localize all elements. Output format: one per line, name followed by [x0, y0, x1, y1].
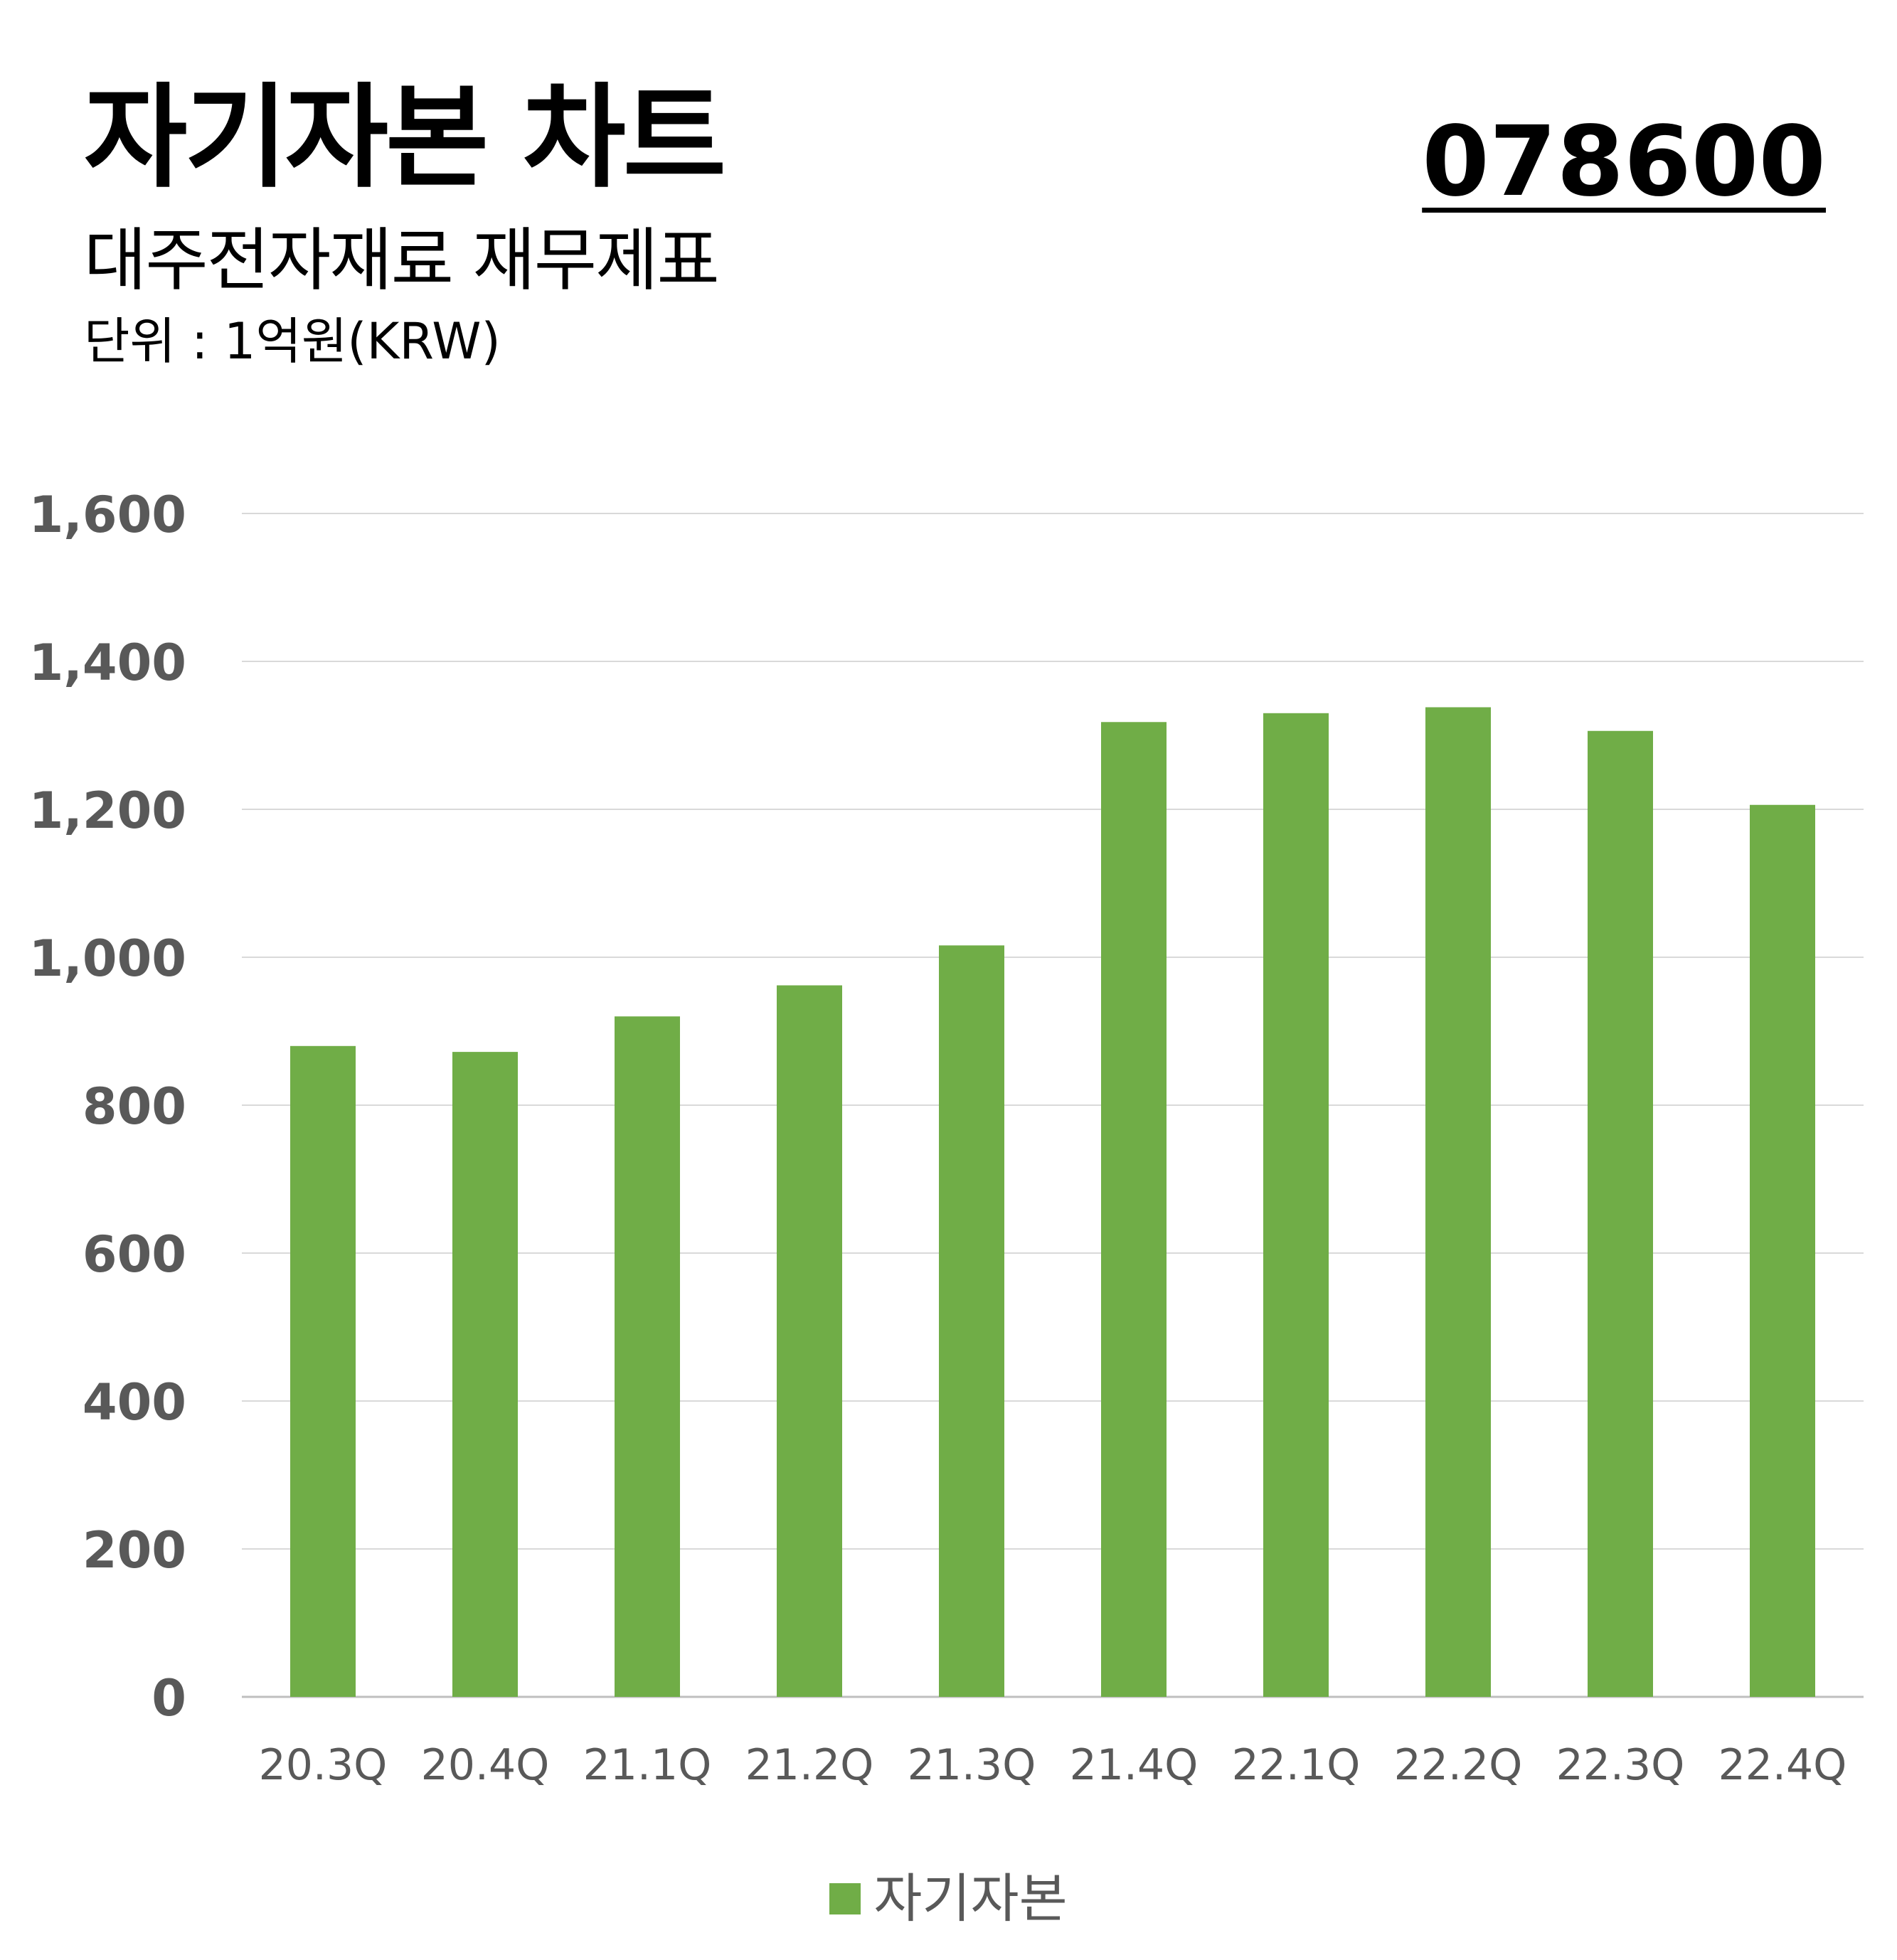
legend-label: 자기자본	[873, 1868, 1068, 1929]
y-tick-label: 800	[83, 1077, 186, 1136]
x-tick-label: 22.1Q	[1232, 1740, 1361, 1790]
unit-label: 단위 : 1억원(KRW)	[84, 312, 501, 371]
bar	[290, 1045, 356, 1697]
x-tick-label: 21.1Q	[583, 1740, 712, 1790]
y-tick-label: 600	[83, 1225, 186, 1284]
stock-code: 078600	[1422, 106, 1826, 218]
chart-title: 자기자본 차트	[84, 73, 726, 203]
y-tick-label: 1,200	[29, 782, 186, 840]
bar	[939, 945, 1004, 1697]
bar	[1425, 707, 1491, 1697]
legend-swatch	[829, 1883, 861, 1914]
bar	[1263, 713, 1329, 1697]
x-tick-label: 22.2Q	[1394, 1740, 1523, 1790]
chart-subtitle: 대주전자재료 재무제표	[84, 220, 720, 300]
bar	[1101, 722, 1167, 1697]
bar	[777, 985, 842, 1697]
bar	[1750, 804, 1815, 1697]
x-tick-label: 21.3Q	[908, 1740, 1036, 1790]
bar	[452, 1052, 518, 1697]
x-tick-label: 22.4Q	[1718, 1740, 1847, 1790]
bar	[1588, 730, 1653, 1697]
y-tick-label: 0	[152, 1669, 186, 1727]
y-tick-label: 1,600	[29, 486, 186, 544]
x-tick-label: 20.4Q	[421, 1740, 550, 1790]
y-tick-label: 200	[83, 1521, 186, 1580]
x-tick-label: 21.4Q	[1070, 1740, 1199, 1790]
x-tick-label: 20.3Q	[259, 1740, 388, 1790]
y-tick-label: 1,400	[29, 634, 186, 692]
y-axis-ticks: 0 200 400 600 800 1,000 1,200 1,400 1,600	[29, 486, 186, 1727]
x-axis-ticks: 20.3Q 20.4Q 21.1Q 21.2Q 21.3Q 21.4Q 22.1Q 22.2Q…	[259, 1740, 1847, 1790]
y-tick-label: 1,000	[29, 930, 186, 988]
y-tick-label: 400	[83, 1373, 186, 1432]
x-tick-label: 21.2Q	[745, 1740, 874, 1790]
legend: 자기자본	[0, 1863, 1897, 1934]
bar	[615, 1016, 680, 1697]
bars	[290, 707, 1815, 1697]
x-tick-label: 22.3Q	[1556, 1740, 1685, 1790]
